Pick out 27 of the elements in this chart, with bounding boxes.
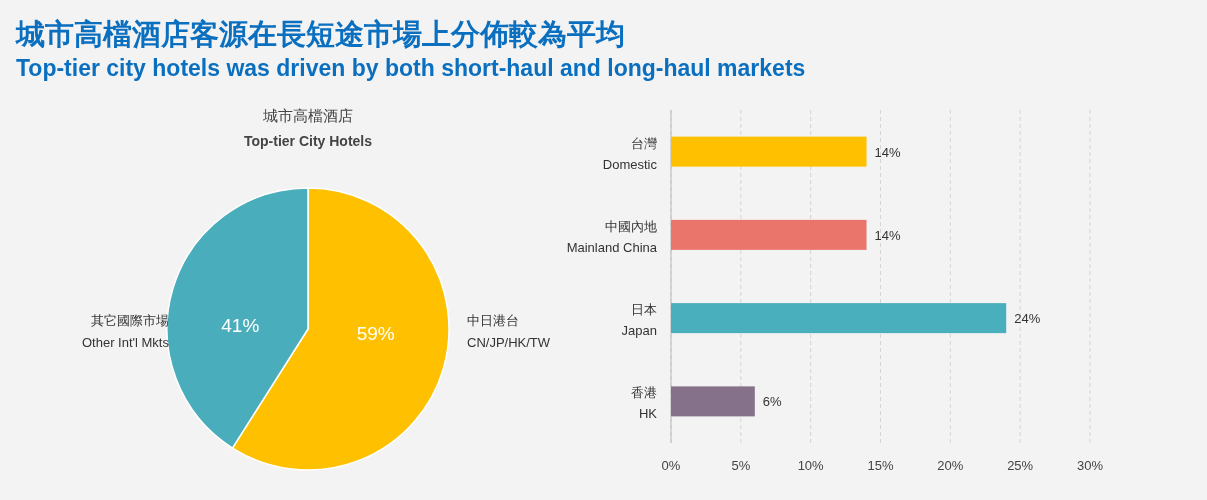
y-tick-label: 香港 HK: [631, 385, 658, 422]
x-tick-label: 15%: [867, 458, 894, 473]
x-tick-label: 30%: [1076, 458, 1104, 473]
bar: [671, 219, 867, 250]
data-label: 41%: [221, 315, 260, 337]
y-tick-label: 日本 Japan: [621, 302, 657, 339]
chart-subtitle: Top-tier City Hotels: [243, 133, 373, 149]
y-tick-label: 中國內地 Mainland China: [566, 218, 658, 255]
x-tick-label: 25%: [1007, 458, 1034, 473]
slice-label: 其它國際市場 Other Int'l Mkts: [81, 313, 170, 350]
data-label: 14%: [874, 144, 901, 160]
bar: [671, 136, 867, 167]
y-tick-label: 台灣 Domestic: [602, 135, 658, 172]
data-label: 14%: [874, 227, 901, 243]
x-tick-label: 0%: [661, 458, 681, 473]
bar: [671, 303, 1007, 334]
chart-title: 城市高檔酒店: [262, 107, 353, 124]
text: 城市高檔酒店客源在長短途市場上分佈較為平均: [14, 18, 625, 50]
data-label: 24%: [1014, 311, 1041, 327]
x-tick-label: 20%: [937, 458, 964, 473]
data-label: 59%: [356, 322, 395, 344]
text: Top-tier city hotels was driven by both short-haul and long-haul markets: [16, 55, 806, 81]
x-tick-label: 10%: [797, 458, 825, 473]
bar: [671, 386, 755, 417]
data-label: 6%: [762, 394, 783, 410]
slice-label: 中日港台 CN/JP/HK/TW: [467, 313, 551, 350]
x-tick-label: 5%: [731, 458, 751, 473]
